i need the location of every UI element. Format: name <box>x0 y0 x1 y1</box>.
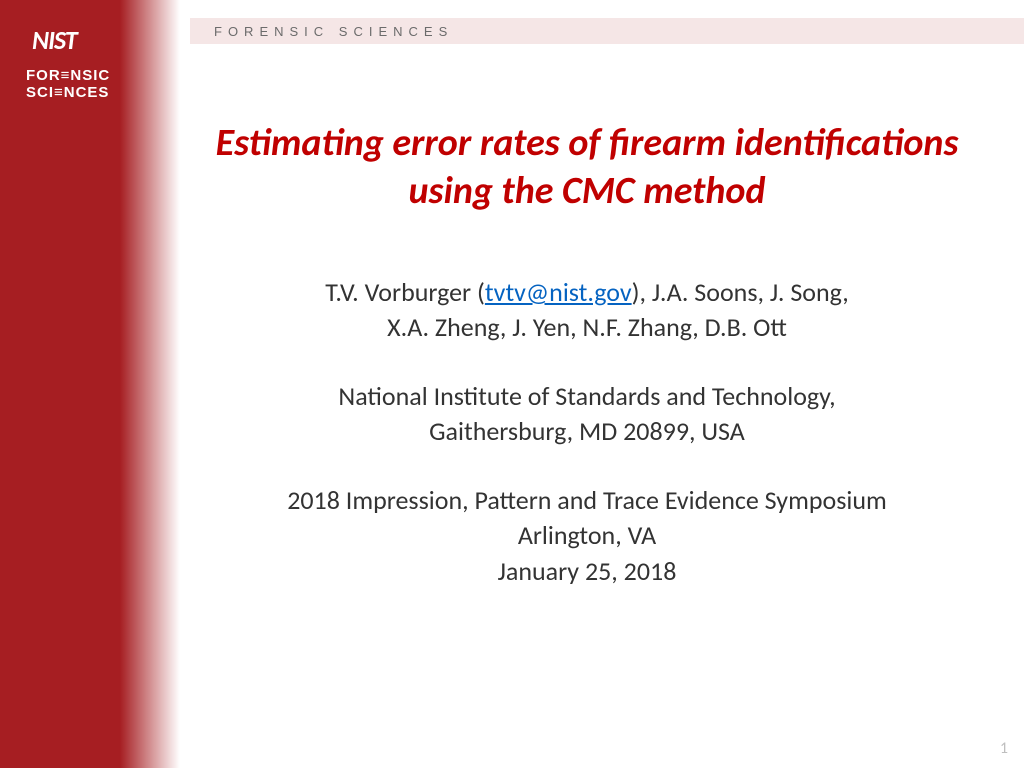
top-banner: FORENSIC SCIENCES <box>190 18 1024 44</box>
event-line1: 2018 Impression, Pattern and Trace Evide… <box>287 484 887 516</box>
slide: NIST FOR≡NSIC SCI≡NCES FORENSIC SCIENCES… <box>0 0 1024 768</box>
forensic-sciences-logo: FOR≡NSIC SCI≡NCES <box>26 68 110 101</box>
event-line3: January 25, 2018 <box>498 555 677 587</box>
authors-para: T.V. Vorburger (tvtv@nist.gov), J.A. Soo… <box>190 275 984 345</box>
nist-logo-text: NIST <box>32 24 77 56</box>
authors-line2: X.A. Zheng, J. Yen, N.F. Zhang, D.B. Ott <box>387 311 787 343</box>
authors-block: T.V. Vorburger (tvtv@nist.gov), J.A. Soo… <box>190 275 984 589</box>
nist-logo: NIST <box>32 24 77 56</box>
top-banner-label: FORENSIC SCIENCES <box>214 24 453 39</box>
author-email-link[interactable]: tvtv@nist.gov <box>485 276 632 308</box>
authors-line1-post: ), J.A. Soons, J. Song, <box>632 276 849 308</box>
page-number: 1 <box>1000 739 1008 758</box>
affiliation-line1: National Institute of Standards and Tech… <box>338 380 835 412</box>
affiliation-para: National Institute of Standards and Tech… <box>190 379 984 449</box>
sidebar-bg <box>0 0 120 768</box>
forensic-logo-line2: SCI≡NCES <box>26 85 110 102</box>
sidebar-gradient <box>120 0 180 768</box>
authors-line1-pre: T.V. Vorburger ( <box>325 276 485 308</box>
affiliation-line2: Gaithersburg, MD 20899, USA <box>429 415 745 447</box>
slide-title: Estimating error rates of firearm identi… <box>190 120 984 215</box>
event-para: 2018 Impression, Pattern and Trace Evide… <box>190 483 984 588</box>
event-line2: Arlington, VA <box>518 519 656 551</box>
content-area: Estimating error rates of firearm identi… <box>190 120 984 728</box>
forensic-logo-line1: FOR≡NSIC <box>26 68 110 85</box>
